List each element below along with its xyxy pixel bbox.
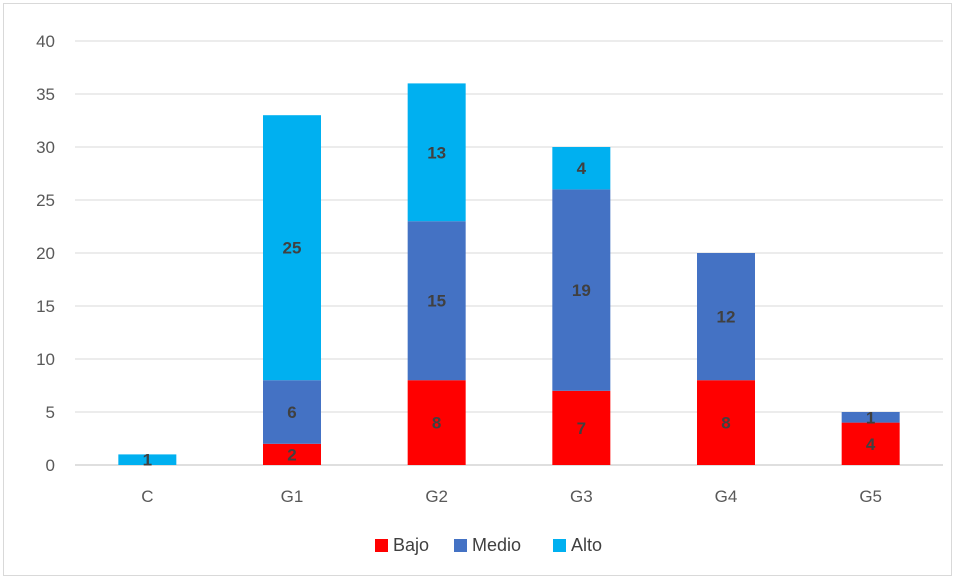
chart-area <box>3 3 952 576</box>
legend-swatch-bajo <box>375 539 388 552</box>
x-tick-label: G5 <box>859 487 882 506</box>
bar-bajo-g3 <box>552 390 611 465</box>
y-tick-label: 30 <box>36 138 55 157</box>
bar-bajo-g2 <box>407 380 466 465</box>
x-tick-label: C <box>141 487 153 506</box>
y-tick-label: 25 <box>36 191 55 210</box>
data-label: 1 <box>143 451 152 470</box>
y-tick-label: 20 <box>36 244 55 263</box>
data-label: 4 <box>866 435 876 454</box>
y-axis-ticks: 0 5 10 15 20 25 30 35 40 <box>36 32 55 475</box>
bar-medio-g1 <box>263 380 321 444</box>
y-tick-label: 0 <box>46 456 55 475</box>
legend-label-bajo: Bajo <box>393 535 429 555</box>
bar-alto-c <box>118 454 177 465</box>
bar-medio-g2 <box>407 221 466 381</box>
x-tick-label: G3 <box>570 487 593 506</box>
y-tick-label: 15 <box>36 297 55 316</box>
bar-medio-g4 <box>697 253 755 381</box>
bar-alto-g3 <box>552 147 611 190</box>
legend-swatch-medio <box>454 539 467 552</box>
data-label: 2 <box>287 445 296 464</box>
data-label: 7 <box>577 419 586 438</box>
bar-medio-g3 <box>552 189 611 391</box>
x-tick-label: G1 <box>281 487 304 506</box>
data-label: 6 <box>287 403 296 422</box>
data-label: 8 <box>432 414 441 433</box>
data-label: 12 <box>717 308 736 327</box>
bar-bajo-g4 <box>697 380 755 465</box>
data-label: 19 <box>572 281 591 300</box>
gridlines <box>75 40 943 466</box>
data-label: 15 <box>427 292 446 311</box>
y-tick-label: 5 <box>46 403 55 422</box>
y-tick-label: 10 <box>36 350 55 369</box>
x-tick-label: G2 <box>425 487 448 506</box>
data-label: 4 <box>577 159 587 178</box>
y-tick-label: 40 <box>36 32 55 51</box>
x-tick-label: G4 <box>715 487 738 506</box>
legend-swatch-alto <box>553 539 566 552</box>
data-label: 8 <box>721 414 730 433</box>
legend-label-alto: Alto <box>571 535 602 555</box>
x-axis-ticks: C G1 G2 G3 G4 G5 <box>141 487 882 506</box>
legend: Bajo Medio Alto <box>375 535 602 555</box>
bar-medio-g5 <box>841 412 900 423</box>
bar-bajo-g1 <box>263 443 321 465</box>
bars <box>118 83 900 465</box>
data-label: 13 <box>427 143 446 162</box>
data-label: 25 <box>283 239 302 258</box>
legend-label-medio: Medio <box>472 535 521 555</box>
data-label: 1 <box>866 408 875 427</box>
bar-alto-g1 <box>263 115 321 381</box>
bar-bajo-g5 <box>841 422 900 465</box>
y-tick-label: 35 <box>36 85 55 104</box>
bar-alto-g2 <box>407 83 466 222</box>
